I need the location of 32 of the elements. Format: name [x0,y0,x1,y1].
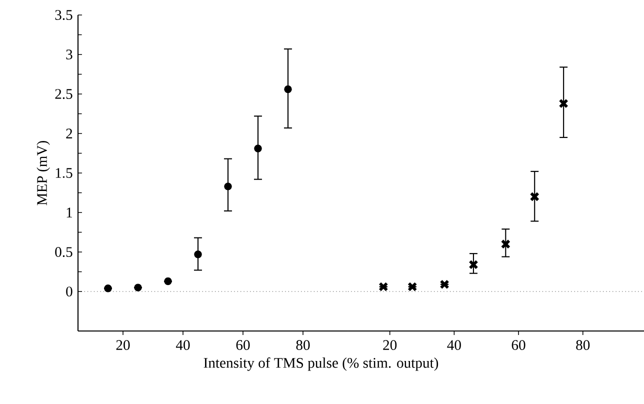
point [468,260,478,270]
point [530,192,540,202]
x-tick-label: 60 [512,340,526,350]
point [164,277,172,286]
point [134,284,142,292]
point [408,282,418,292]
point [194,250,202,258]
y-tick-label: 1.5 [56,168,72,178]
x-tick-label: 20 [383,340,397,350]
x-tick-label: 40 [447,340,461,350]
x-tick-label: 80 [576,340,590,350]
y-axis-title: MEP (mV) [36,140,50,206]
point [284,85,292,94]
point [224,182,232,190]
x-axis-title: Intensity of TMS pulse (% stim. output) [204,357,438,371]
x-tick-label: 40 [176,340,190,350]
point [440,280,450,290]
point [558,98,568,108]
y-tick-label: 3 [66,50,72,60]
y-tick-label: 2 [66,128,72,138]
y-tick-label: 0.5 [55,247,72,257]
x-tick-label: 60 [236,340,250,350]
x-tick-label: 80 [296,340,310,350]
point [500,239,510,249]
point [104,284,112,292]
point [378,282,388,292]
y-tick-label: 1 [66,208,72,218]
x-tick-label: 20 [116,340,130,350]
y-tick-label: 3.5 [55,10,72,20]
point [254,144,262,152]
y-tick-label: 0 [66,286,72,296]
y-tick-label: 2.5 [55,89,72,99]
